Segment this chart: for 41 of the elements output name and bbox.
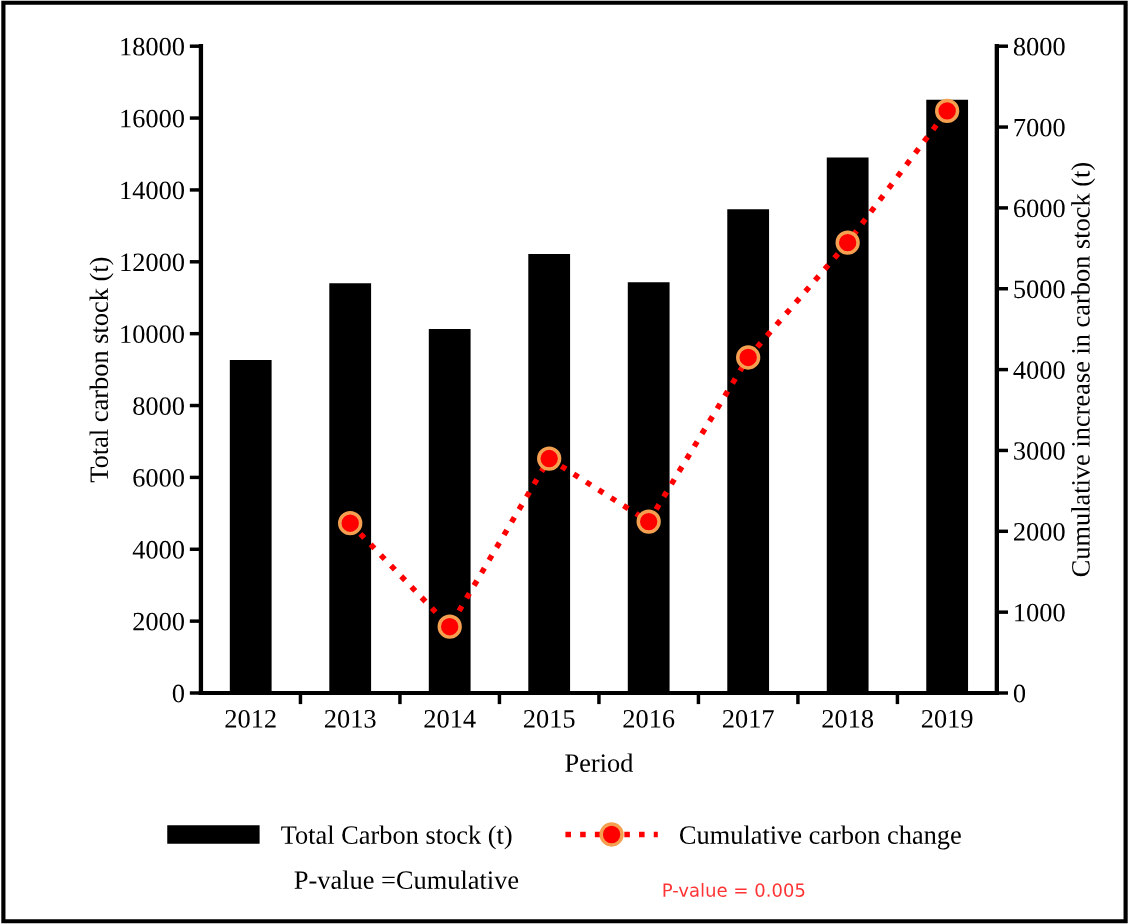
y-tick-label: 8000 (133, 397, 184, 415)
y2-tick-label: 2000 (1014, 522, 1065, 541)
y-axis-title: Total carbon stock (t) (89, 257, 114, 483)
text: P-value = 0.005 (663, 882, 805, 897)
y2-tick-label: 6000 (1014, 199, 1065, 218)
legend-label: Cumulative carbon change (679, 825, 961, 850)
y-tick-label: 6000 (133, 469, 184, 487)
x-axis-title: Period (565, 753, 634, 772)
x-tick-label: 2012 (225, 709, 276, 728)
y-tick-label: 12000 (121, 253, 184, 272)
y-tick-label: 0 (172, 684, 184, 703)
x-tick-label: 2016 (623, 709, 675, 728)
y-tick-label: 16000 (121, 109, 184, 128)
x-tick-label: 2013 (324, 709, 376, 728)
x-tick-label: 2019 (921, 709, 973, 728)
x-tick-label: 2014 (424, 709, 476, 728)
x-tick-label: 2017 (722, 709, 774, 728)
y-tick-label: 14000 (121, 181, 184, 200)
y2-tick-label: 4000 (1013, 361, 1065, 380)
y-tick-label: 10000 (121, 325, 184, 344)
y2-tick-label: 7000 (1014, 118, 1065, 137)
point (537, 446, 562, 471)
point (835, 230, 860, 255)
y-tick-label: 4000 (132, 540, 184, 559)
y2-tick-label: 5000 (1014, 280, 1065, 299)
y2-axis-title: Cumulative increase in carbon stock (t) (1071, 163, 1096, 577)
point (437, 614, 462, 639)
legend-label: Total Carbon stock (t) (281, 825, 512, 850)
point (636, 509, 661, 534)
y-tick-label: 18000 (121, 37, 184, 56)
y2-tick-label: 0 (1013, 684, 1026, 703)
y-tick-label: 2000 (133, 612, 184, 631)
text: P-value =Cumulative (294, 870, 519, 890)
point (935, 98, 960, 124)
y2-tick-label: 1000 (1015, 603, 1065, 622)
point (338, 511, 363, 536)
y2-tick-label: 8000 (1013, 37, 1065, 56)
x-tick-label: 2018 (822, 709, 874, 728)
y2-tick-label: 3000 (1014, 442, 1065, 460)
x-tick-label: 2015 (523, 709, 575, 728)
point (736, 345, 761, 370)
